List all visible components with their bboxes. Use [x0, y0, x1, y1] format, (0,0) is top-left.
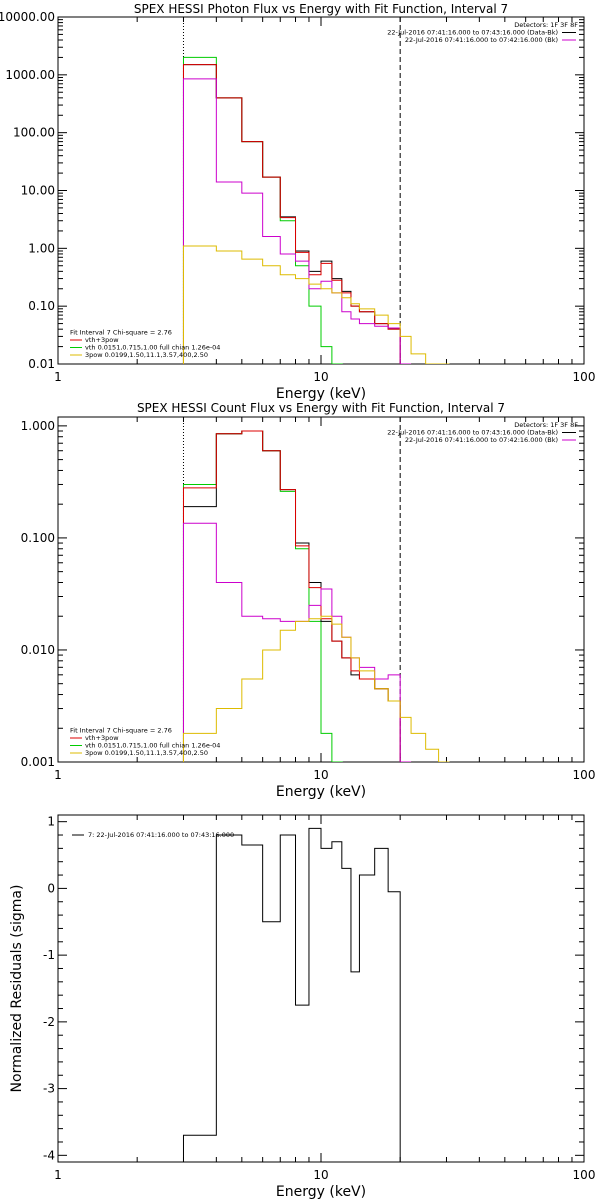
y-tick-label: 0.001 [21, 755, 55, 769]
series-line [182, 430, 412, 762]
y-tick-label: -1 [43, 948, 55, 962]
y-tick-label: 1000.00 [5, 68, 55, 82]
x-tick-label: 10 [313, 768, 328, 782]
y-tick-label: 0.01 [28, 357, 55, 371]
plot-frame [57, 814, 585, 1163]
legend-text: vth+3pow [85, 734, 119, 742]
x-tick-label: 100 [573, 1168, 596, 1182]
x-tick-label: 100 [573, 370, 596, 384]
series-line [182, 615, 450, 762]
y-tick-label: 1.00 [28, 241, 55, 255]
chart-title: SPEX HESSI Count Flux vs Energy with Fit… [137, 401, 505, 415]
y-tick-label: 0.010 [21, 643, 55, 657]
legend-text: 22-Jul-2016 07:41:16.000 to 07:43:16.000… [387, 429, 558, 437]
y-tick-label: -4 [43, 1148, 55, 1162]
count-flux-panel: 1 10 100 0.001 0.010 0.100 1.000 SPEX HESSI Cou… [21, 401, 596, 800]
x-tick-label: 1 [54, 1168, 62, 1182]
y-tick-label: 0.10 [28, 299, 55, 313]
y-tick-label: 10.00 [21, 184, 55, 198]
series-line [182, 522, 412, 762]
series-line [182, 430, 412, 762]
photon-flux-panel: 1 10 100 0.01 0.10 1.00 10.00 100.00 1000.00 1000… [0, 2, 595, 402]
legend-text: 3pow 0.0199,1.50,11.1,3.57,400,2.50 [85, 749, 208, 757]
series-line [182, 78, 412, 364]
y-tick-label: 10000.00 [0, 10, 55, 24]
y-axis-label: Normalized Residuals (sigma) [9, 885, 25, 1093]
legend-text: vth 0.0151,0.715,1.00 full chian 1.26e-0… [85, 344, 220, 352]
residuals-panel: 1 10 100 -4 -3 -2 -1 0 1 Energy (keV) Normalized R… [9, 814, 596, 1200]
legend-text: vth+3pow [85, 336, 119, 344]
legend-text: 22-Jul-2016 07:41:16.000 to 07:42:16.000… [405, 436, 558, 444]
y-tick-label: -2 [43, 1015, 55, 1029]
legend-text: vth 0.0151,0.715,1.00 full chian 1.26e-0… [85, 742, 220, 750]
chart-title: SPEX HESSI Photon Flux vs Energy with Fi… [134, 2, 508, 16]
legend-text: 22-Jul-2016 07:41:16.000 to 07:42:16.000… [405, 36, 558, 44]
x-tick-label: 1 [54, 768, 62, 782]
series-line [182, 64, 412, 364]
x-axis-label: Energy (keV) [276, 1184, 366, 1200]
legend-text: 3pow 0.0199,1.50,11.1,3.57,400,2.50 [85, 351, 208, 359]
y-tick-label: 0 [47, 881, 55, 895]
series-group [182, 430, 450, 762]
series-group [182, 827, 412, 1162]
legend-text: 22-Jul-2016 07:41:16.000 to 07:43:16.000… [387, 29, 558, 37]
x-axis-label: Energy (keV) [276, 784, 366, 800]
series-line [182, 64, 412, 364]
series-line [182, 827, 412, 1162]
legend-text: 7: 22-Jul-2016 07:41:16.000 to 07:43:16.… [88, 831, 234, 839]
y-tick-label: 0.100 [21, 531, 55, 545]
x-tick-label: 10 [313, 370, 328, 384]
series-group [182, 56, 450, 364]
x-tick-label: 1 [54, 370, 62, 384]
y-tick-label: -3 [43, 1082, 55, 1096]
y-tick-label: 1 [47, 815, 55, 829]
series-line [182, 430, 343, 762]
x-tick-label: 10 [313, 1168, 328, 1182]
x-axis-label: Energy (keV) [276, 386, 366, 402]
y-tick-label: 1.000 [21, 419, 55, 433]
series-line [182, 245, 450, 364]
legend-text: Detectors: 1F 3F 8F [514, 421, 578, 429]
legend-text: Fit Interval 7 Chi-square = 2.76 [70, 727, 172, 735]
legend-text: Detectors: 1F 3F 8F [514, 21, 578, 29]
y-tick-label: 100.00 [13, 126, 55, 140]
legend-text: Fit Interval 7 Chi-square = 2.76 [70, 329, 172, 337]
x-tick-label: 100 [573, 768, 596, 782]
